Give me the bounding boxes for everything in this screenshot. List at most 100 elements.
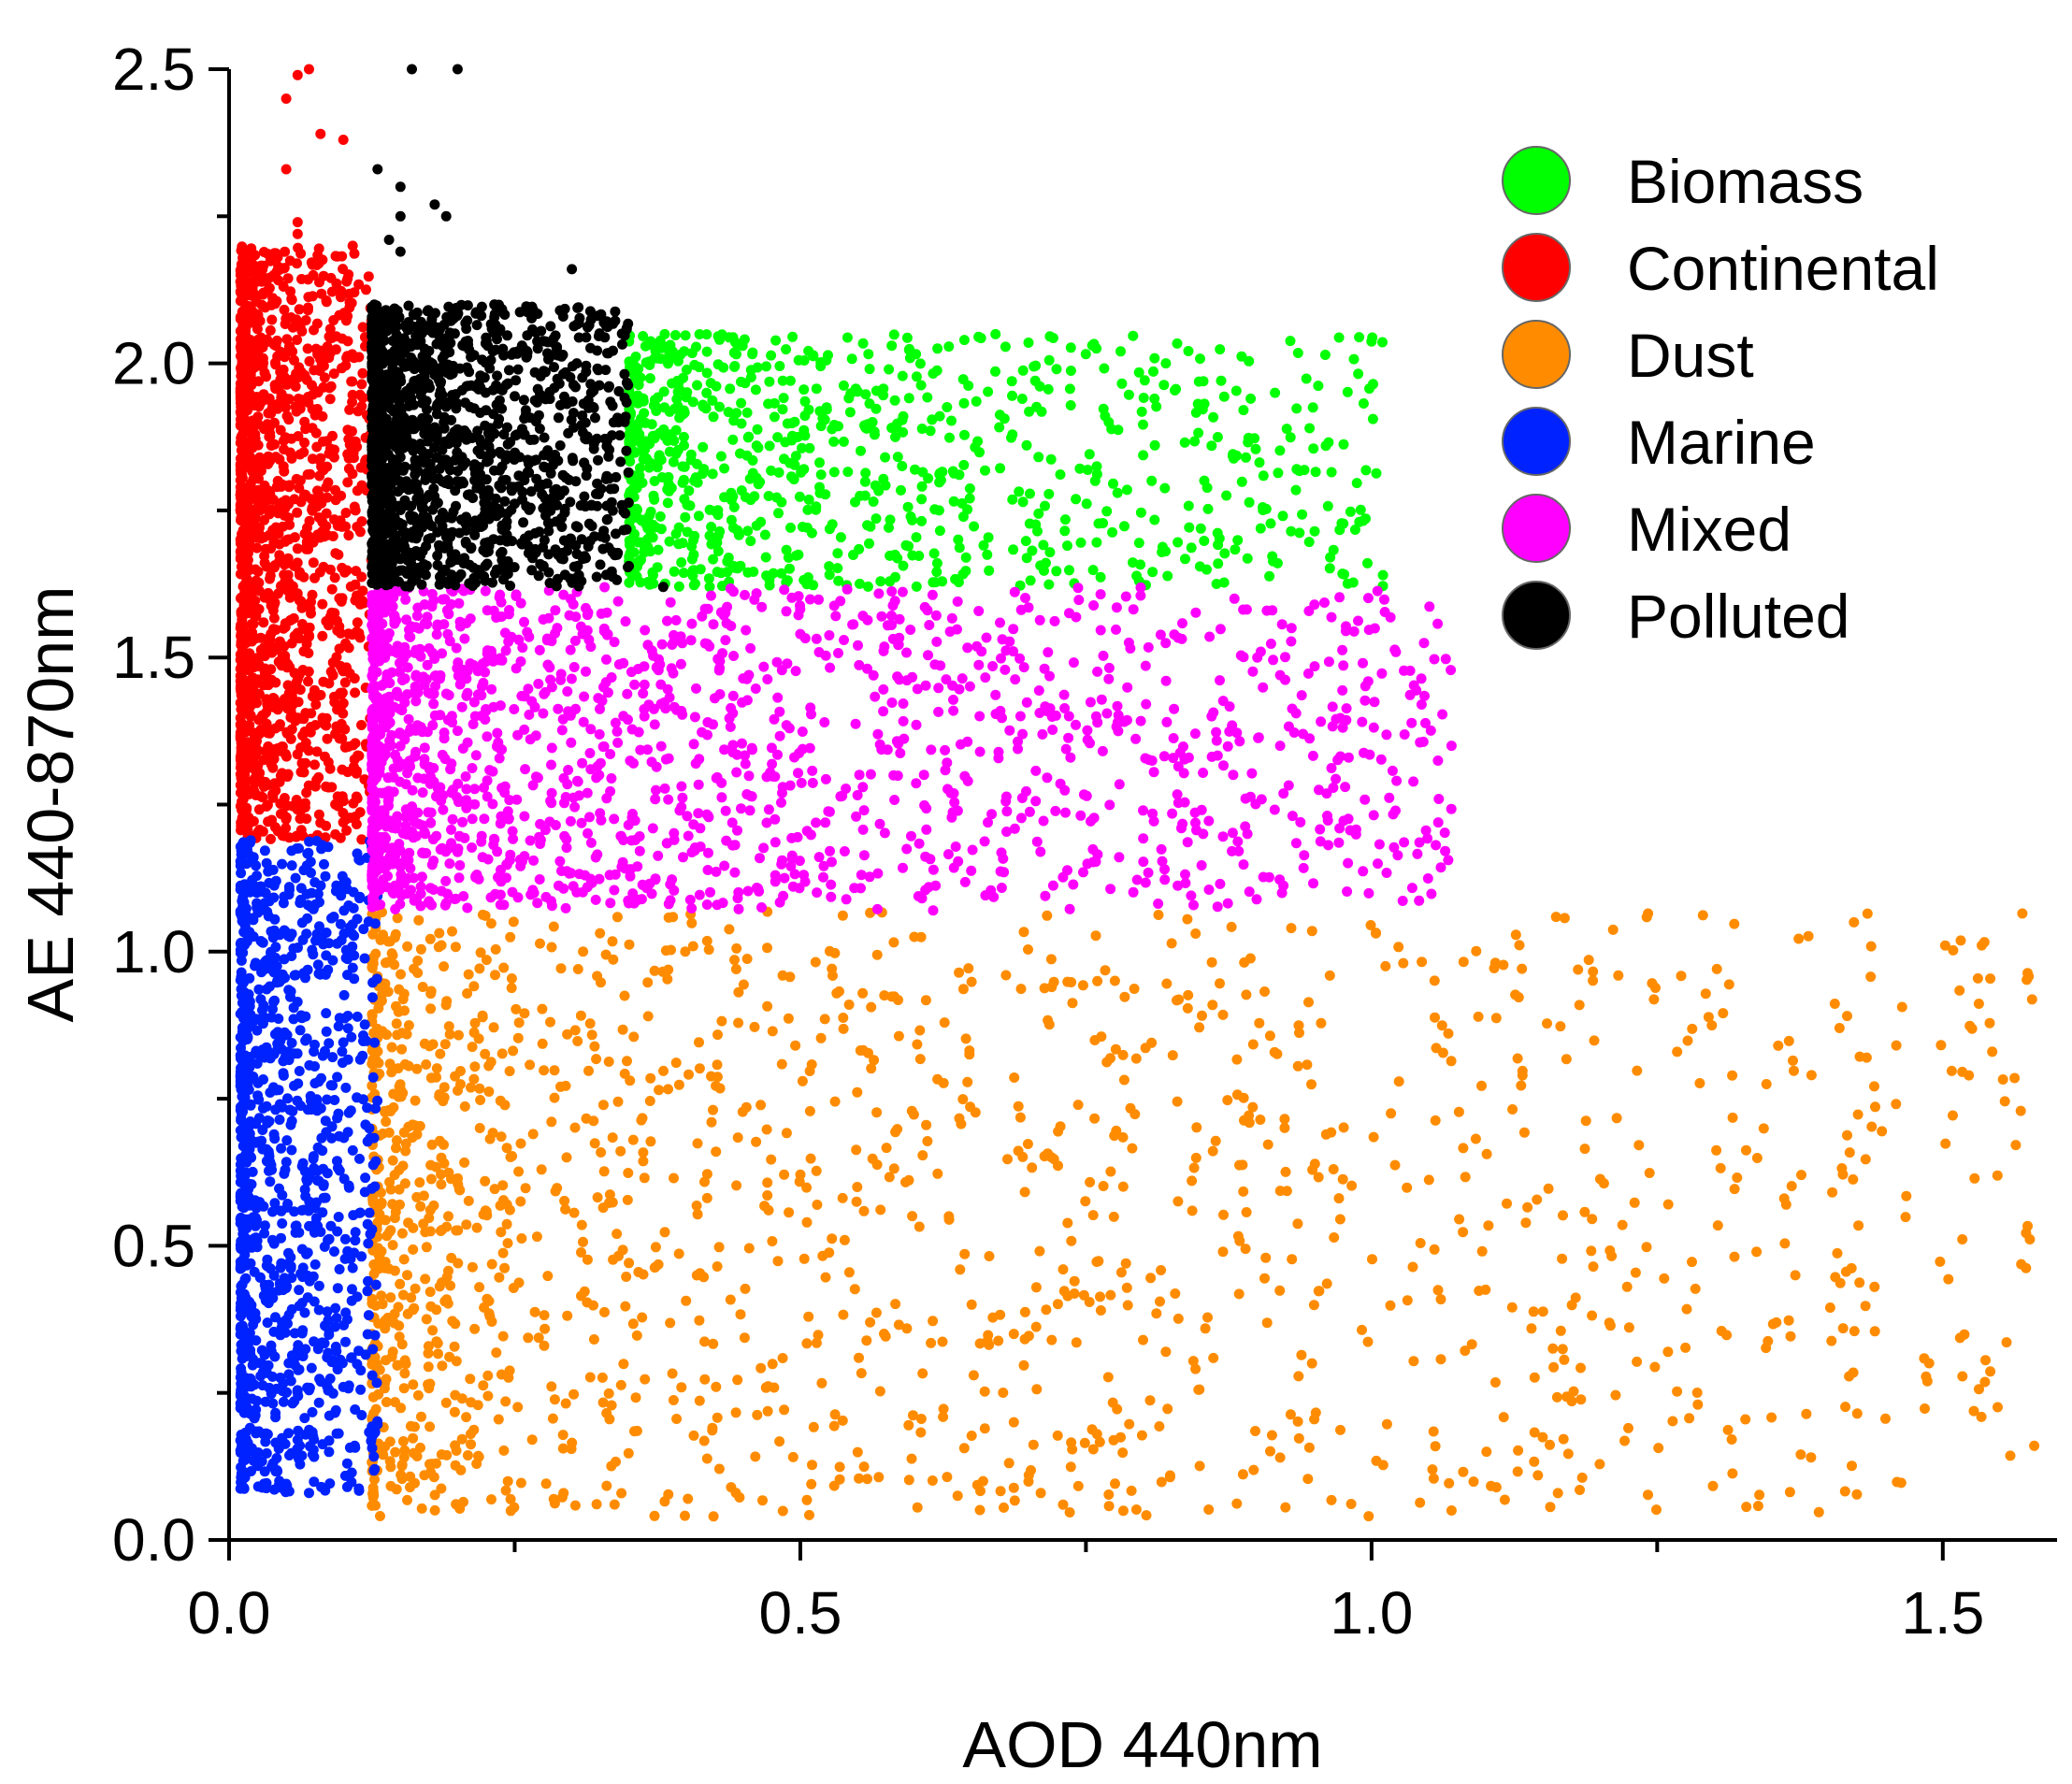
point-dust <box>546 942 557 953</box>
point-dust <box>413 914 424 926</box>
point-dust <box>650 1242 661 1253</box>
point-dust <box>612 1096 624 1107</box>
point-dust <box>1785 1331 1796 1342</box>
point-biomass <box>1195 353 1205 365</box>
point-continental <box>341 276 353 287</box>
point-dust <box>447 926 457 937</box>
point-continental <box>297 665 309 675</box>
point-dust <box>1641 912 1652 923</box>
point-dust <box>1094 1436 1105 1447</box>
point-biomass <box>958 335 970 346</box>
point-continental <box>271 295 282 307</box>
point-dust <box>820 1272 831 1283</box>
point-dust <box>431 1072 441 1083</box>
point-marine <box>345 1253 356 1264</box>
point-continental <box>256 299 267 310</box>
point-biomass <box>736 485 747 496</box>
point-dust <box>725 1294 736 1305</box>
point-biomass <box>649 433 660 444</box>
point-biomass <box>903 393 914 404</box>
point-dust <box>1566 1396 1577 1407</box>
point-biomass <box>624 429 635 440</box>
point-dust <box>1550 912 1561 923</box>
series-dust <box>367 906 2040 1522</box>
point-continental <box>252 359 264 370</box>
point-marine <box>268 1270 280 1281</box>
point-biomass <box>1051 364 1062 375</box>
point-dust <box>599 1306 610 1317</box>
point-biomass <box>1232 535 1244 546</box>
point-dust <box>1847 1460 1857 1472</box>
point-dust <box>394 1184 405 1195</box>
point-dust <box>790 1040 801 1051</box>
point-continental <box>279 263 290 274</box>
point-biomass <box>776 568 787 579</box>
point-dust <box>813 1330 824 1341</box>
point-dust <box>837 1192 848 1203</box>
point-biomass <box>1115 346 1126 357</box>
point-marine <box>327 1388 338 1399</box>
point-dust <box>1200 1323 1211 1334</box>
point-dust <box>2015 1105 2026 1116</box>
point-marine <box>338 1173 350 1185</box>
point-dust <box>622 1056 632 1067</box>
point-dust <box>1386 1108 1397 1119</box>
point-dust <box>387 1155 398 1166</box>
point-marine <box>283 889 295 900</box>
point-biomass <box>680 511 691 523</box>
point-dust <box>649 1510 660 1521</box>
point-dust <box>712 1412 723 1423</box>
point-continental <box>300 757 311 769</box>
point-continental <box>265 573 275 584</box>
point-dust <box>489 1184 500 1195</box>
point-biomass <box>631 504 642 515</box>
point-biomass <box>769 411 780 423</box>
point-dust <box>500 1485 511 1496</box>
point-biomass <box>763 398 774 410</box>
point-dust <box>1287 1254 1298 1265</box>
point-continental <box>237 657 249 669</box>
point-continental <box>345 581 356 592</box>
point-continental <box>295 813 306 825</box>
point-dust <box>638 1147 649 1158</box>
point-dust <box>1771 1316 1782 1328</box>
point-continental <box>347 240 358 252</box>
point-dust <box>706 1116 717 1128</box>
point-biomass <box>655 524 667 535</box>
point-continental <box>342 336 353 347</box>
point-continental <box>278 808 288 819</box>
point-dust <box>921 1119 932 1130</box>
point-continental <box>280 622 291 633</box>
point-continental <box>318 465 329 476</box>
point-dust <box>1529 1372 1540 1383</box>
point-biomass <box>801 579 813 590</box>
point-dust <box>1761 1343 1772 1354</box>
point-dust <box>1726 1434 1737 1445</box>
point-dust <box>863 1047 873 1058</box>
point-marine <box>341 1458 353 1469</box>
point-biomass <box>982 549 993 560</box>
point-continental <box>255 632 266 643</box>
point-continental <box>286 295 297 306</box>
points-layer <box>235 64 2040 1522</box>
point-biomass <box>1208 411 1219 423</box>
point-dust <box>572 1036 583 1046</box>
point-continental <box>302 523 312 533</box>
point-continental <box>352 766 362 777</box>
point-dust <box>966 1299 977 1310</box>
point-marine <box>362 1286 373 1297</box>
point-dust <box>1046 1334 1058 1345</box>
point-biomass <box>739 334 750 345</box>
point-dust <box>1427 1464 1438 1475</box>
point-dust <box>421 1242 432 1253</box>
point-marine <box>274 1115 285 1125</box>
point-biomass <box>1091 461 1102 472</box>
point-dust <box>546 1381 557 1392</box>
point-dust <box>1172 1096 1183 1107</box>
point-continental <box>349 673 360 684</box>
point-continental <box>330 798 341 810</box>
point-biomass <box>1059 525 1071 537</box>
point-continental <box>283 534 295 545</box>
point-biomass <box>1043 488 1055 499</box>
point-biomass <box>1277 511 1288 522</box>
